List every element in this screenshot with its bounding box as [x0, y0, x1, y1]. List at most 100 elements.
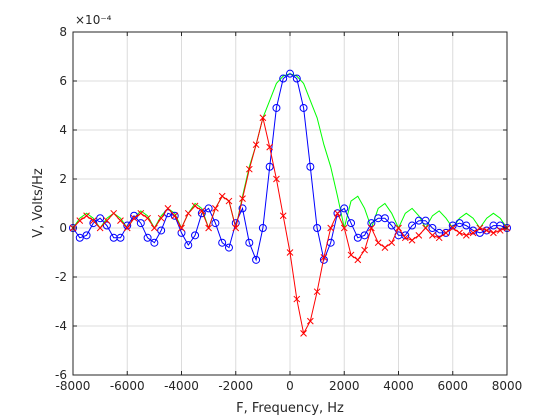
series-3-marker — [205, 224, 212, 232]
series-3-marker — [340, 224, 348, 232]
series-2-marker — [306, 162, 315, 171]
series-2-marker — [353, 233, 362, 242]
series-2-marker — [428, 224, 437, 232]
series-3-marker — [76, 217, 84, 225]
y-tick-label: 4 — [59, 123, 67, 137]
series-2-marker — [238, 204, 247, 213]
series-2-marker — [150, 238, 159, 247]
series-2-marker — [286, 69, 294, 78]
series-3-marker — [293, 295, 301, 303]
series-3-marker — [327, 224, 335, 232]
series-2-marker — [143, 233, 152, 242]
series-3-marker — [171, 212, 179, 220]
series-2-marker — [184, 241, 193, 250]
series-3-marker — [449, 224, 457, 232]
series-2-marker — [75, 233, 84, 242]
series-3-marker — [123, 224, 131, 232]
y-exponent-label: ×10⁻⁴ — [75, 13, 112, 27]
series-2-marker — [218, 238, 227, 247]
y-tick-label: -6 — [55, 368, 67, 382]
series-3-marker — [354, 256, 362, 264]
series-3-marker — [469, 229, 477, 237]
y-tick-label: 2 — [59, 172, 67, 186]
x-tick-label: -8000 — [56, 379, 91, 393]
series-3-marker — [157, 214, 165, 222]
series-3-marker — [422, 224, 429, 232]
series-2-marker — [482, 226, 491, 235]
series-2-marker — [89, 219, 98, 228]
x-tick-label: 0 — [286, 379, 294, 393]
series-3-marker — [184, 209, 192, 217]
series-3-marker — [164, 205, 172, 212]
series-layer — [69, 69, 511, 337]
series-3-marker — [395, 224, 402, 232]
series-3-marker — [401, 234, 409, 242]
series-3-marker — [429, 231, 436, 239]
series-2-marker — [401, 231, 410, 240]
series-2-marker — [224, 243, 233, 252]
series-2-marker — [448, 221, 457, 230]
series-3 — [69, 114, 511, 337]
series-3-marker — [137, 209, 145, 217]
x-tick-label: 2000 — [329, 379, 360, 393]
series-3-marker — [286, 249, 294, 256]
x-tick-label: 6000 — [437, 379, 468, 393]
series-3-marker — [408, 236, 416, 244]
series-3-marker — [388, 239, 396, 247]
series-3-marker — [476, 224, 484, 232]
series-2-marker — [272, 103, 281, 112]
series-3-marker — [442, 229, 450, 237]
series-2-marker — [258, 224, 267, 232]
series-2-marker — [204, 204, 213, 213]
series-3-marker — [313, 288, 321, 296]
series-2-marker — [387, 221, 396, 230]
x-tick-label: 8000 — [492, 379, 523, 393]
series-2 — [69, 69, 511, 264]
series-2-marker — [367, 219, 376, 228]
series-3-marker — [273, 175, 280, 183]
series-2-marker — [333, 209, 342, 218]
series-2-marker — [197, 209, 206, 218]
series-2-marker — [211, 219, 220, 228]
series-2-marker — [123, 221, 132, 230]
series-3-marker — [259, 114, 267, 122]
series-3-marker — [245, 165, 253, 173]
series-2-marker — [475, 228, 484, 237]
series-2-marker — [292, 74, 301, 83]
series-2-marker — [116, 233, 125, 242]
series-2-marker — [279, 74, 288, 83]
series-3-marker — [218, 192, 226, 200]
series-3-marker — [266, 143, 274, 151]
series-2-marker — [170, 211, 179, 220]
x-tick-label: -4000 — [164, 379, 199, 393]
x-tick-label: -6000 — [110, 379, 145, 393]
series-3-marker — [130, 214, 138, 222]
series-3-marker — [347, 251, 355, 259]
series-3-marker — [381, 244, 389, 251]
y-tick-label: -4 — [55, 319, 67, 333]
series-3-marker — [496, 227, 504, 234]
series-3-marker — [415, 231, 423, 239]
series-3-marker — [96, 224, 104, 232]
series-2-marker — [462, 221, 471, 230]
y-axis-label: V, Volts/Hz — [31, 168, 46, 238]
x-axis-label: F, Frequency, Hz — [236, 401, 344, 416]
series-3-marker — [483, 227, 491, 234]
series-2-marker — [102, 221, 111, 230]
series-3-marker — [225, 197, 233, 205]
series-3-marker — [300, 329, 307, 337]
y-tick-label: 8 — [59, 25, 67, 39]
tick-labels: -8000 -6000 -4000 -2000 0 2000 4000 6000 8000 -6 -… — [55, 25, 522, 393]
series-2-marker — [252, 255, 261, 264]
series-3-marker — [191, 202, 199, 210]
series-2-marker — [408, 221, 417, 230]
series-3-marker — [368, 224, 375, 232]
series-2-marker — [455, 219, 464, 228]
series-2-marker — [96, 214, 105, 223]
series-3-marker — [456, 229, 463, 237]
series-3-marker — [334, 209, 341, 217]
series-2-marker — [191, 231, 200, 240]
x-tick-label: 4000 — [383, 379, 414, 393]
series-3-marker — [151, 224, 158, 232]
